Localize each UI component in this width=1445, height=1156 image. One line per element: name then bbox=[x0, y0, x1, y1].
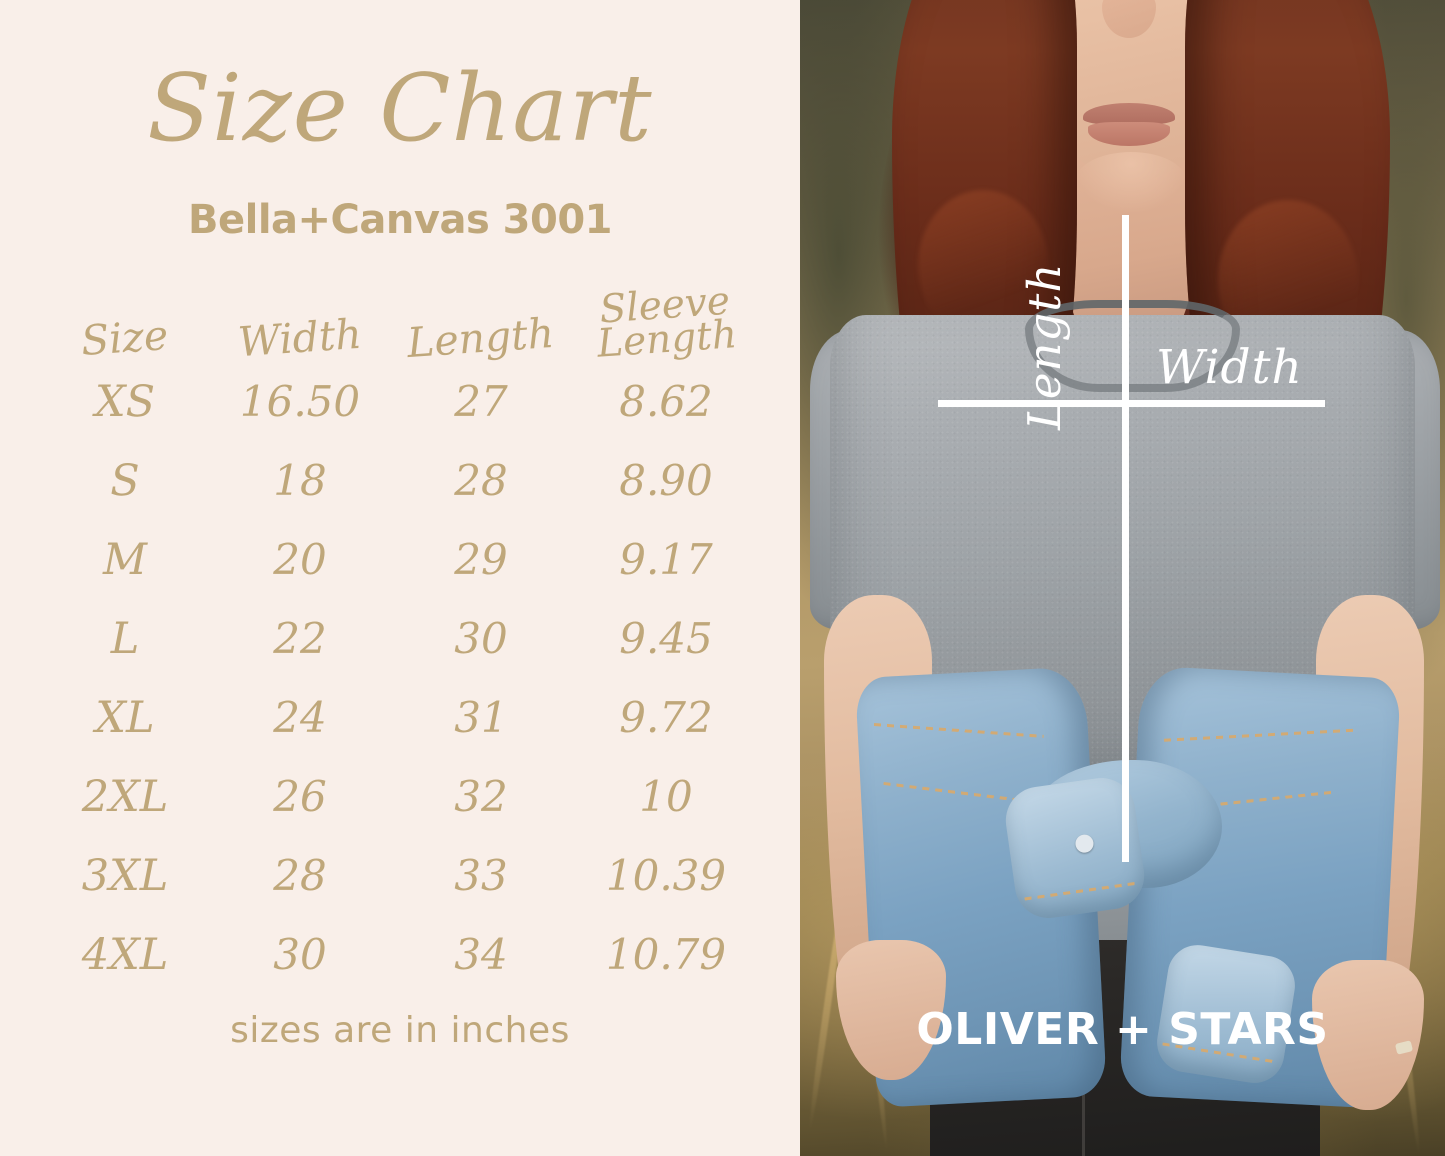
table-row: 2XL 26 32 10 bbox=[40, 757, 760, 836]
cell-width: 20 bbox=[273, 535, 327, 584]
column-header-sleeve-length-label: Sleeve Length bbox=[594, 278, 739, 367]
size-chart-panel: Size Chart Bella+Canvas 3001 Size Width … bbox=[40, 54, 760, 1051]
denim-stitching bbox=[1024, 881, 1136, 901]
column-header-length-label: Length bbox=[405, 308, 557, 368]
cell-size: 2XL bbox=[81, 771, 169, 822]
cell-sleeve: 10.39 bbox=[605, 851, 727, 900]
cell-size: S bbox=[110, 455, 140, 506]
table-row: 3XL 28 33 10.39 bbox=[40, 836, 760, 915]
column-header-width-label: Width bbox=[236, 309, 364, 367]
column-header-size: Size bbox=[40, 276, 210, 365]
cell-width: 28 bbox=[273, 851, 327, 900]
column-header-sleeve-line2: Length bbox=[595, 312, 739, 367]
cell-sleeve: 9.45 bbox=[619, 614, 713, 663]
cell-sleeve: 9.17 bbox=[619, 535, 713, 584]
cell-length: 34 bbox=[454, 930, 508, 979]
cell-sleeve: 9.72 bbox=[619, 693, 713, 742]
table-body: XS 16.50 27 8.62 S 18 28 8.90 M 20 29 9.… bbox=[40, 362, 760, 994]
model-photo: Width Length OLIVER + STARS bbox=[800, 0, 1445, 1156]
chin bbox=[1075, 152, 1187, 212]
cell-size: M bbox=[102, 534, 148, 585]
denim-stitching bbox=[873, 723, 1044, 738]
tshirt-collar bbox=[1025, 300, 1240, 392]
product-subtitle: Bella+Canvas 3001 bbox=[188, 197, 613, 243]
length-measurement-label: Length bbox=[1018, 262, 1071, 430]
cell-size: 4XL bbox=[81, 929, 169, 980]
cell-width: 18 bbox=[273, 456, 327, 505]
column-header-size-label: Size bbox=[79, 311, 171, 365]
cell-width: 24 bbox=[273, 693, 327, 742]
column-header-length: Length bbox=[390, 276, 572, 367]
cell-sleeve: 10.79 bbox=[605, 930, 727, 979]
cell-size: XL bbox=[95, 692, 155, 743]
brand-watermark: OLIVER + STARS bbox=[916, 1004, 1329, 1055]
cell-length: 32 bbox=[454, 772, 508, 821]
cell-width: 22 bbox=[273, 614, 327, 663]
lips bbox=[1083, 103, 1175, 125]
column-header-sleeve-length: Sleeve Length bbox=[572, 276, 760, 367]
table-row: S 18 28 8.90 bbox=[40, 441, 760, 520]
table-row: M 20 29 9.17 bbox=[40, 520, 760, 599]
table-row: 4XL 30 34 10.79 bbox=[40, 915, 760, 994]
width-measurement-label: Width bbox=[1156, 340, 1303, 395]
cell-length: 27 bbox=[454, 377, 508, 426]
denim-stitching bbox=[883, 781, 1033, 804]
cell-sleeve: 8.62 bbox=[619, 377, 713, 426]
table-row: L 22 30 9.45 bbox=[40, 599, 760, 678]
cell-length: 29 bbox=[454, 535, 508, 584]
table-header: Size Width Length Sleeve Length bbox=[40, 276, 760, 367]
lips bbox=[1088, 122, 1170, 146]
cell-length: 28 bbox=[454, 456, 508, 505]
cell-length: 33 bbox=[454, 851, 508, 900]
cell-sleeve: 8.90 bbox=[619, 456, 713, 505]
cell-length: 30 bbox=[454, 614, 508, 663]
table-header-row: Size Width Length Sleeve Length bbox=[40, 276, 760, 367]
length-measurement-line bbox=[1122, 215, 1129, 862]
table-row: XL 24 31 9.72 bbox=[40, 678, 760, 757]
cell-size: L bbox=[110, 613, 140, 664]
units-footnote: sizes are in inches bbox=[230, 1010, 570, 1051]
cell-size: 3XL bbox=[81, 850, 169, 901]
cell-sleeve: 10 bbox=[639, 772, 693, 821]
cell-width: 16.50 bbox=[239, 377, 361, 426]
column-header-width: Width bbox=[210, 276, 390, 367]
denim-stitching bbox=[1163, 728, 1354, 742]
table-row: XS 16.50 27 8.62 bbox=[40, 362, 760, 441]
cell-width: 30 bbox=[273, 930, 327, 979]
denim-button-icon bbox=[1074, 833, 1095, 854]
cell-size: XS bbox=[94, 376, 156, 427]
model-figure bbox=[800, 0, 1445, 1156]
page-title: Size Chart bbox=[147, 54, 653, 162]
width-measurement-line bbox=[938, 400, 1325, 407]
cell-length: 31 bbox=[454, 693, 508, 742]
size-table: Size Width Length Sleeve Length XS 16.50… bbox=[40, 276, 760, 994]
cell-width: 26 bbox=[273, 772, 327, 821]
